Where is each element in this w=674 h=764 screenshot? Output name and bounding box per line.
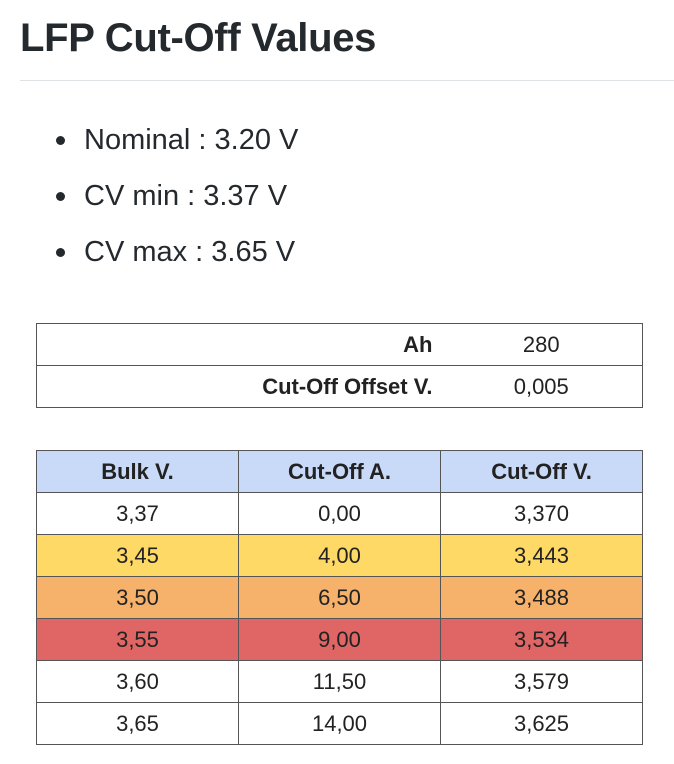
- bulk-v-cell: 3,60: [36, 660, 239, 703]
- ah-value: 280: [440, 323, 643, 366]
- cutoff-a-cell: 6,50: [238, 576, 441, 619]
- voltage-list: Nominal : 3.20 V CV min : 3.37 V CV max …: [0, 112, 298, 280]
- bulk-v-cell: 3,50: [36, 576, 239, 619]
- cutoff-v-cell: 3,370: [440, 492, 643, 535]
- cutoff-v-cell: 3,534: [440, 618, 643, 661]
- table-row: Ah 280: [36, 323, 643, 366]
- list-item-cv-max: CV max : 3.65 V: [0, 224, 298, 280]
- header-bulk-v: Bulk V.: [36, 450, 239, 493]
- bulk-v-cell: 3,55: [36, 618, 239, 661]
- list-item-cv-min: CV min : 3.37 V: [0, 168, 298, 224]
- table-row: Cut-Off Offset V. 0,005: [36, 365, 643, 408]
- cutoff-a-cell: 14,00: [238, 702, 441, 745]
- cutoff-a-cell: 11,50: [238, 660, 441, 703]
- page-title: LFP Cut-Off Values: [20, 16, 377, 60]
- cutoff-v-cell: 3,579: [440, 660, 643, 703]
- bulk-v-cell: 3,45: [36, 534, 239, 577]
- list-item-text: CV min : 3.37 V: [84, 180, 288, 212]
- table-row: 3,50 6,50 3,488: [36, 576, 643, 619]
- offset-value: 0,005: [440, 365, 643, 408]
- cutoff-v-cell: 3,488: [440, 576, 643, 619]
- bullet-icon: [56, 192, 65, 201]
- bullet-icon: [56, 136, 65, 145]
- params-table: Ah 280 Cut-Off Offset V. 0,005: [36, 323, 643, 408]
- header-cutoff-v: Cut-Off V.: [440, 450, 643, 493]
- list-item-text: Nominal : 3.20 V: [84, 124, 299, 156]
- table-row: 3,37 0,00 3,370: [36, 492, 643, 535]
- header-cutoff-a: Cut-Off A.: [238, 450, 441, 493]
- list-item-text: CV max : 3.65 V: [84, 236, 296, 268]
- bullet-icon: [56, 248, 65, 257]
- bulk-v-cell: 3,65: [36, 702, 239, 745]
- ah-label: Ah: [36, 323, 441, 366]
- bulk-v-cell: 3,37: [36, 492, 239, 535]
- cutoff-v-cell: 3,625: [440, 702, 643, 745]
- cutoff-v-cell: 3,443: [440, 534, 643, 577]
- title-divider: [20, 80, 674, 81]
- offset-label: Cut-Off Offset V.: [36, 365, 441, 408]
- table-row: 3,45 4,00 3,443: [36, 534, 643, 577]
- table-row: 3,65 14,00 3,625: [36, 702, 643, 745]
- table-row: 3,55 9,00 3,534: [36, 618, 643, 661]
- list-item-nominal: Nominal : 3.20 V: [0, 112, 298, 168]
- cutoff-table: Bulk V. Cut-Off A. Cut-Off V. 3,37 0,00 …: [36, 450, 643, 745]
- cutoff-a-cell: 4,00: [238, 534, 441, 577]
- cutoff-a-cell: 0,00: [238, 492, 441, 535]
- table-header-row: Bulk V. Cut-Off A. Cut-Off V.: [36, 450, 643, 493]
- cutoff-a-cell: 9,00: [238, 618, 441, 661]
- table-row: 3,60 11,50 3,579: [36, 660, 643, 703]
